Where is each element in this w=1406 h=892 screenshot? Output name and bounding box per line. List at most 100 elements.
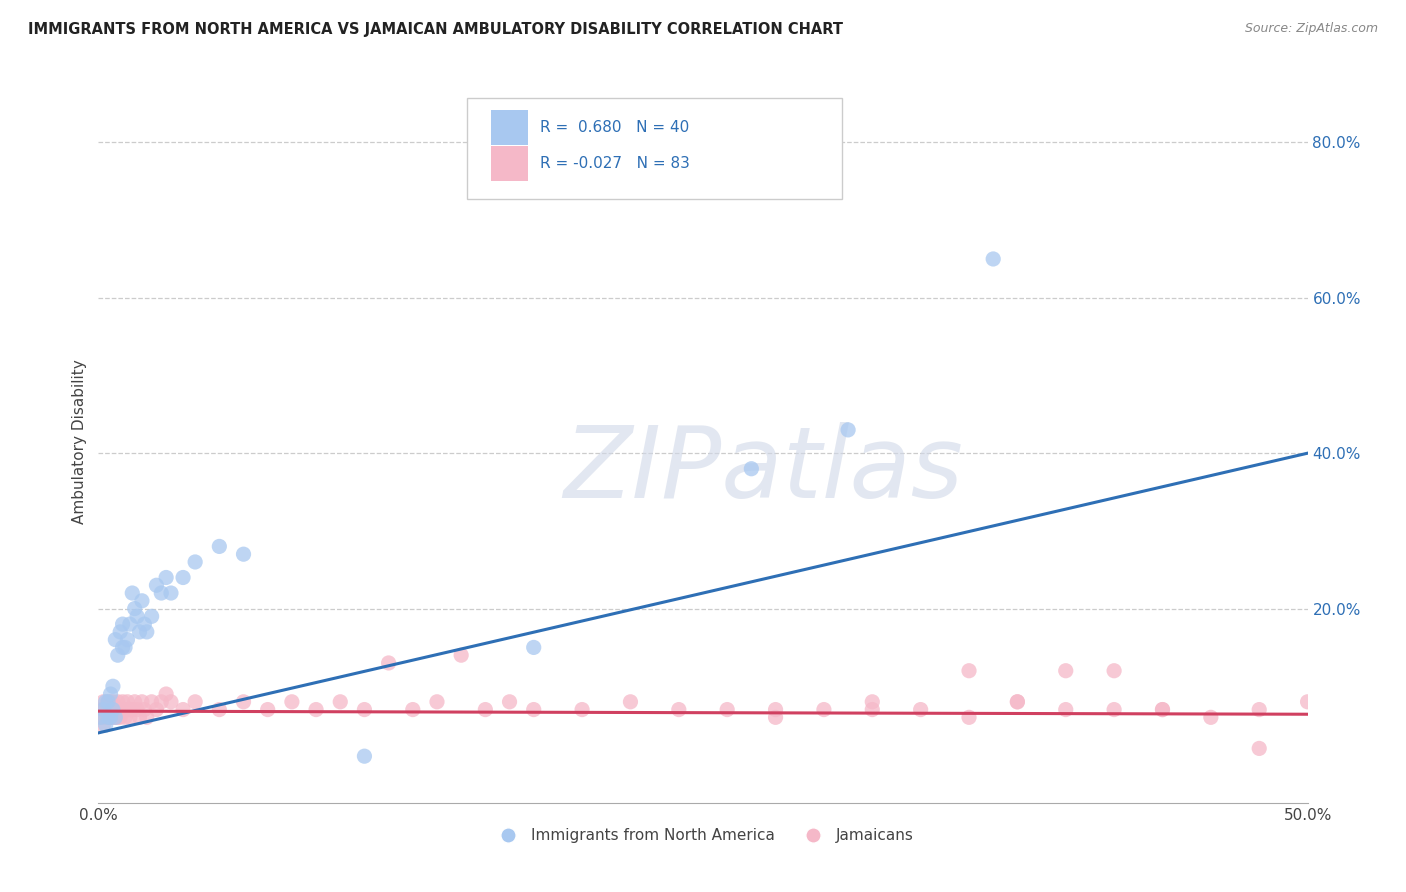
Point xyxy=(134,702,156,716)
Point xyxy=(716,702,738,716)
Point xyxy=(1249,702,1271,716)
Point xyxy=(134,617,156,632)
Point xyxy=(1007,695,1029,709)
Point xyxy=(107,695,129,709)
Point xyxy=(860,695,883,709)
Legend: Immigrants from North America, Jamaicans: Immigrants from North America, Jamaicans xyxy=(486,822,920,849)
Point xyxy=(114,710,136,724)
Point xyxy=(111,617,134,632)
Point xyxy=(765,710,787,724)
Point xyxy=(97,710,120,724)
Point xyxy=(111,640,134,655)
Point xyxy=(160,586,183,600)
Point xyxy=(117,695,139,709)
Point xyxy=(108,624,131,639)
Y-axis label: Ambulatory Disability: Ambulatory Disability xyxy=(72,359,87,524)
Point xyxy=(117,632,139,647)
Point xyxy=(208,540,231,554)
Point xyxy=(957,710,980,724)
Point xyxy=(101,702,124,716)
Point xyxy=(1102,664,1125,678)
Point xyxy=(141,695,163,709)
Point xyxy=(523,640,546,655)
Point xyxy=(160,695,183,709)
Point xyxy=(91,702,114,716)
Point xyxy=(124,695,146,709)
Point xyxy=(208,702,231,716)
Point xyxy=(114,640,136,655)
Point xyxy=(860,702,883,716)
Point xyxy=(172,702,194,716)
Point xyxy=(127,702,149,716)
Point xyxy=(135,624,157,639)
Point xyxy=(131,594,153,608)
Point xyxy=(353,749,375,764)
Text: R = -0.027   N = 83: R = -0.027 N = 83 xyxy=(540,156,689,171)
Point xyxy=(145,578,167,592)
Point xyxy=(101,695,124,709)
Point xyxy=(353,702,375,716)
Point xyxy=(498,695,520,709)
Point xyxy=(101,710,124,724)
Point xyxy=(101,702,124,716)
Point xyxy=(150,586,173,600)
Point xyxy=(104,632,127,647)
Point xyxy=(107,648,129,663)
Point xyxy=(124,601,146,615)
Point xyxy=(100,695,122,709)
Point xyxy=(981,252,1004,266)
Point xyxy=(1007,695,1029,709)
Point xyxy=(910,702,932,716)
Point xyxy=(1054,702,1077,716)
Point xyxy=(107,702,129,716)
Point xyxy=(118,702,141,716)
Point xyxy=(1054,664,1077,678)
Point xyxy=(91,718,114,732)
Point xyxy=(121,586,143,600)
Point xyxy=(155,687,177,701)
Point xyxy=(100,710,122,724)
Point xyxy=(111,695,134,709)
Point xyxy=(104,710,127,724)
Point xyxy=(740,461,762,475)
Point xyxy=(141,609,163,624)
Point xyxy=(97,695,120,709)
Point xyxy=(957,664,980,678)
Point xyxy=(128,624,150,639)
Point xyxy=(523,702,546,716)
Point xyxy=(668,702,690,716)
Point xyxy=(108,710,131,724)
Bar xyxy=(492,110,527,145)
Text: ZIPatlas: ZIPatlas xyxy=(564,422,963,519)
Point xyxy=(135,710,157,724)
Point xyxy=(1152,702,1174,716)
Point xyxy=(619,695,641,709)
Text: R =  0.680   N = 40: R = 0.680 N = 40 xyxy=(540,120,689,135)
Point xyxy=(426,695,449,709)
Point xyxy=(90,702,112,716)
Point xyxy=(329,695,352,709)
Point xyxy=(377,656,399,670)
Point xyxy=(107,710,129,724)
Point xyxy=(131,695,153,709)
Point xyxy=(94,710,117,724)
Point xyxy=(94,702,117,716)
FancyBboxPatch shape xyxy=(467,98,842,200)
Point xyxy=(172,570,194,584)
Point xyxy=(97,710,120,724)
Point xyxy=(94,695,117,709)
Point xyxy=(97,695,120,709)
Point xyxy=(100,702,122,716)
Point xyxy=(1152,702,1174,716)
Point xyxy=(100,710,122,724)
Point xyxy=(114,702,136,716)
Point xyxy=(118,710,141,724)
Point xyxy=(100,687,122,701)
Bar xyxy=(492,146,527,181)
Point xyxy=(128,710,150,724)
Point xyxy=(104,702,127,716)
Point xyxy=(184,695,207,709)
Point xyxy=(571,702,593,716)
Point xyxy=(150,695,173,709)
Point xyxy=(837,423,859,437)
